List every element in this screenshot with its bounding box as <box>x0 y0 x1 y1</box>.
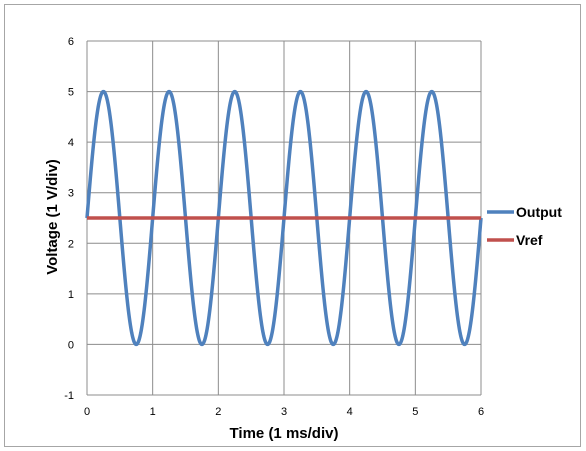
x-tick-label: 4 <box>347 406 353 418</box>
y-tick-label: 2 <box>68 238 74 250</box>
legend: Output Vref <box>487 204 562 248</box>
x-tick-labels: 0 1 2 3 4 5 6 <box>84 406 484 418</box>
legend-label-vref: Vref <box>516 232 543 248</box>
x-axis-title: Time (1 ms/div) <box>230 425 339 442</box>
x-tick-label: 1 <box>150 406 156 418</box>
series-group <box>85 89 483 347</box>
y-tick-labels: -1 0 1 2 3 4 5 6 <box>64 36 74 402</box>
x-tick-label: 3 <box>281 406 287 418</box>
y-tick-label: 4 <box>68 137 74 149</box>
y-tick-label: 3 <box>68 188 74 200</box>
x-tick-label: 0 <box>84 406 90 418</box>
y-tick-label: 5 <box>68 87 74 99</box>
chart-frame <box>4 4 581 447</box>
y-tick-label: -1 <box>64 390 74 402</box>
x-tick-label: 6 <box>478 406 484 418</box>
y-axis-title: Voltage (1 V/div) <box>44 159 61 275</box>
y-tick-label: 0 <box>68 339 74 351</box>
y-tick-label: 6 <box>68 36 74 48</box>
x-tick-label: 5 <box>412 406 418 418</box>
legend-label-output: Output <box>516 204 562 220</box>
x-tick-label: 2 <box>215 406 221 418</box>
y-tick-label: 1 <box>68 289 74 301</box>
